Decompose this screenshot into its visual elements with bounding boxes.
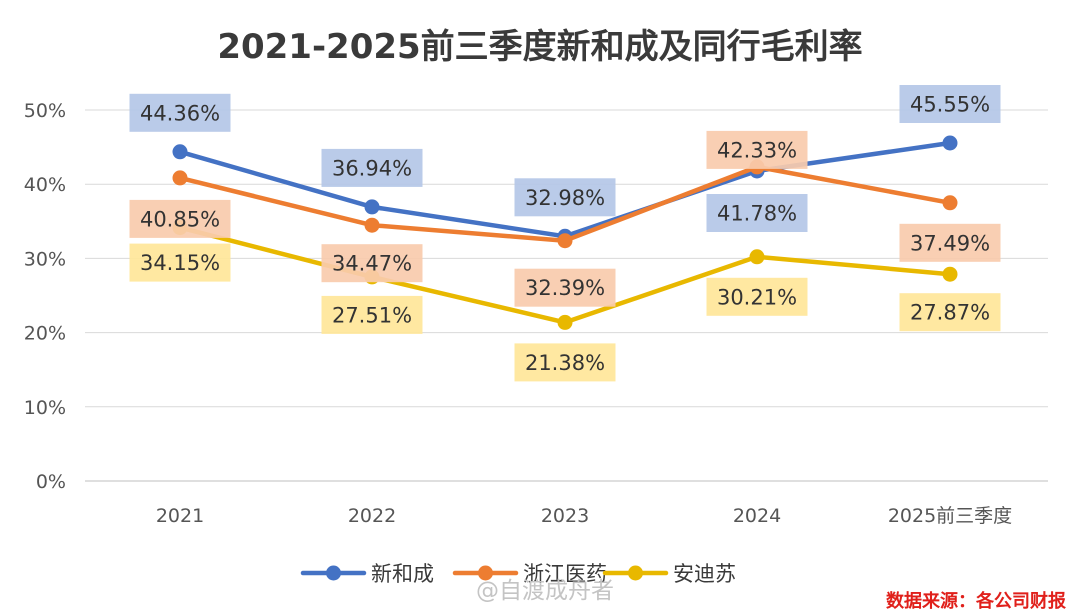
data-label: 30.21% xyxy=(706,277,808,316)
data-label: 37.49% xyxy=(899,223,1001,262)
y-tick-label: 50% xyxy=(24,100,66,122)
data-point xyxy=(942,266,958,282)
data-label-text: 30.21% xyxy=(717,285,797,309)
data-label: 32.39% xyxy=(514,268,616,307)
data-label-text: 44.36% xyxy=(140,101,220,125)
data-label-box xyxy=(321,295,423,334)
data-label-text: 42.33% xyxy=(717,138,797,162)
legend-label: 安迪苏 xyxy=(673,562,736,586)
legend-item: 新和成 xyxy=(300,562,434,586)
data-label-box xyxy=(706,130,808,169)
legend-label: 浙江医药 xyxy=(523,562,607,586)
data-label-text: 32.39% xyxy=(525,276,605,300)
data-label-box xyxy=(899,85,1001,123)
data-label-text: 45.55% xyxy=(910,93,990,117)
data-label: 45.55% xyxy=(899,85,1001,123)
data-label-text: 37.49% xyxy=(910,231,990,255)
data-label-box xyxy=(706,194,808,232)
data-label-box xyxy=(321,244,423,283)
data-label-text: 41.78% xyxy=(717,202,797,226)
data-label-box xyxy=(514,268,616,307)
x-tick-label: 2021 xyxy=(156,505,204,527)
chart-title: 2021-2025前三季度新和成及同行毛利率 xyxy=(217,27,862,67)
data-label-text: 27.51% xyxy=(332,303,412,327)
x-tick-label: 2025前三季度 xyxy=(888,505,1012,527)
data-label-box xyxy=(899,223,1001,262)
legend-item: 浙江医药 xyxy=(452,562,607,586)
data-label-box xyxy=(129,199,231,238)
axis-labels: 0% 10% 20% 30% 40% 50% 2021 2022 2023 2024 2025前三季… xyxy=(24,100,1012,527)
x-tick-label: 2023 xyxy=(541,505,589,527)
data-label-text: 34.15% xyxy=(140,251,220,275)
data-label: 42.33% xyxy=(706,130,808,169)
data-label-text: 40.85% xyxy=(140,207,220,231)
data-label-text: 34.47% xyxy=(332,252,412,276)
data-point xyxy=(557,233,573,249)
legend-marker xyxy=(478,565,493,581)
data-label: 27.87% xyxy=(899,293,1001,332)
data-label-box xyxy=(899,293,1001,332)
data-label-box xyxy=(514,343,616,382)
y-tick-label: 40% xyxy=(24,174,66,196)
data-point xyxy=(942,135,958,151)
data-label: 41.78% xyxy=(706,194,808,232)
data-labels: 44.36% 36.94% 32.98% 41.78% 45.55% 40.85% 34.4… xyxy=(129,85,1001,382)
data-label-box xyxy=(706,277,808,316)
data-label: 21.38% xyxy=(514,343,616,382)
data-label-box xyxy=(129,243,231,282)
data-label-text: 36.94% xyxy=(332,156,412,180)
legend: 新和成 浙江医药 安迪苏 xyxy=(300,562,736,586)
data-label-box xyxy=(514,178,616,217)
data-label: 34.15% xyxy=(129,243,231,282)
source-note: 数据来源：各公司财报 xyxy=(886,590,1066,612)
data-point xyxy=(172,170,188,186)
data-label: 32.98% xyxy=(514,178,616,217)
data-point xyxy=(364,217,380,233)
y-tick-label: 20% xyxy=(24,323,66,345)
data-point xyxy=(749,249,765,265)
data-label-text: 27.87% xyxy=(910,301,990,325)
legend-label: 新和成 xyxy=(371,562,434,586)
data-point xyxy=(557,314,573,330)
data-label: 34.47% xyxy=(321,244,423,283)
x-tick-label: 2024 xyxy=(733,505,781,527)
y-tick-label: 10% xyxy=(24,397,66,419)
data-label-text: 21.38% xyxy=(525,351,605,375)
watermark: @自渡成舟者 xyxy=(476,578,614,604)
y-tick-label: 0% xyxy=(36,471,66,493)
data-label: 27.51% xyxy=(321,295,423,334)
x-tick-label: 2022 xyxy=(348,505,396,527)
data-label-text: 32.98% xyxy=(525,186,605,210)
legend-marker xyxy=(628,565,643,581)
data-point xyxy=(172,144,188,160)
y-tick-label: 30% xyxy=(24,248,66,270)
data-label: 40.85% xyxy=(129,199,231,238)
data-label-box xyxy=(321,148,423,187)
legend-marker xyxy=(326,565,341,581)
data-label: 44.36% xyxy=(129,93,231,132)
data-label: 36.94% xyxy=(321,148,423,187)
data-point xyxy=(364,199,380,215)
data-point xyxy=(942,195,958,211)
data-label-box xyxy=(129,93,231,132)
legend-item: 安迪苏 xyxy=(602,562,736,586)
